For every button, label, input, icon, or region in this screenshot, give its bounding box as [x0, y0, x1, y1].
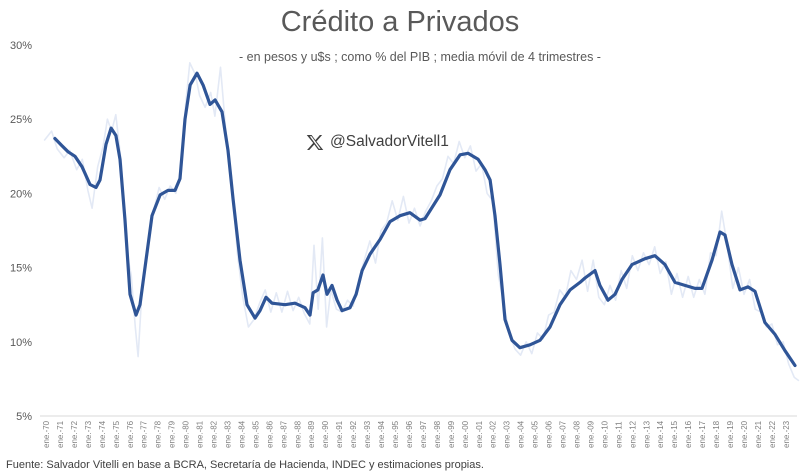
x-tick-label: ene.-99 [447, 420, 456, 448]
x-tick-label: ene.-22 [768, 420, 777, 448]
x-tick-label: ene.-72 [70, 420, 79, 448]
x-tick-label: ene.-79 [168, 420, 177, 448]
watermark: @SalvadorVitell1 [306, 133, 449, 151]
x-tick-label: ene.-71 [56, 420, 65, 448]
series-line-moving-average [53, 71, 797, 368]
x-tick-label: ene.-95 [391, 420, 400, 448]
series-line-quarterly [43, 61, 800, 382]
x-tick-label: ene.-81 [196, 420, 205, 448]
x-tick-label: ene.-85 [251, 420, 260, 448]
x-tick-label: ene.-84 [237, 420, 246, 448]
y-tick-label: 5% [16, 411, 32, 423]
x-tick-label: ene.-87 [279, 420, 288, 448]
x-tick-label: ene.-76 [126, 420, 135, 448]
x-tick-label: ene.-10 [600, 420, 609, 448]
x-tick-label: ene.-88 [293, 420, 302, 448]
x-tick-label: ene.-83 [223, 420, 232, 448]
watermark-handle: @SalvadorVitell1 [330, 133, 449, 150]
x-tick-label: ene.-20 [740, 420, 749, 448]
source-note: Fuente: Salvador Vitelli en base a BCRA,… [6, 459, 484, 471]
x-tick-label: ene.-73 [84, 420, 93, 448]
x-tick-label: ene.-12 [628, 420, 637, 448]
x-tick-label: ene.-92 [349, 420, 358, 448]
x-tick-label: ene.-97 [419, 420, 428, 448]
x-tick-label: ene.-01 [475, 420, 484, 448]
x-tick-label: ene.-89 [307, 420, 316, 448]
x-tick-label: ene.-77 [140, 420, 149, 448]
x-tick-label: ene.-82 [210, 420, 219, 448]
y-tick-label: 25% [10, 114, 32, 126]
x-tick-label: ene.-08 [572, 420, 581, 448]
x-tick-label: ene.-07 [559, 420, 568, 448]
x-tick-label: ene.-09 [586, 420, 595, 448]
chart-subtitle: - en pesos y u$s ; como % del PIB ; medi… [239, 50, 601, 64]
x-tick-label: ene.-04 [517, 420, 526, 448]
x-tick-label: ene.-03 [503, 420, 512, 448]
x-tick-label: ene.-74 [98, 420, 107, 448]
y-tick-label: 30% [10, 40, 32, 52]
y-tick-label: 15% [10, 263, 32, 275]
x-tick-label: ene.-13 [642, 420, 651, 448]
x-tick-label: ene.-78 [154, 420, 163, 448]
x-tick-label: ene.-90 [321, 420, 330, 448]
y-tick-label: 20% [10, 188, 32, 200]
x-logo-icon [306, 134, 324, 150]
x-tick-label: ene.-93 [363, 420, 372, 448]
x-tick-label: ene.-06 [545, 420, 554, 448]
x-tick-label: ene.-17 [698, 420, 707, 448]
x-tick-label: ene.-21 [754, 420, 763, 448]
y-tick-label: 10% [10, 337, 32, 349]
x-tick-label: ene.-70 [42, 420, 51, 448]
x-tick-label: ene.-91 [335, 420, 344, 448]
x-tick-label: ene.-86 [265, 420, 274, 448]
x-tick-label: ene.-98 [433, 420, 442, 448]
x-tick-label: ene.-16 [684, 420, 693, 448]
x-tick-label: ene.-15 [670, 420, 679, 448]
chart-title: Crédito a Privados [280, 6, 520, 38]
x-tick-label: ene.-02 [489, 420, 498, 448]
x-tick-label: ene.-00 [461, 420, 470, 448]
x-tick-label: ene.-80 [182, 420, 191, 448]
x-tick-label: ene.-94 [377, 420, 386, 448]
x-tick-label: ene.-14 [656, 420, 665, 448]
x-tick-label: ene.-75 [112, 420, 121, 448]
x-tick-label: ene.-11 [614, 421, 623, 448]
x-tick-label: ene.-23 [782, 420, 791, 448]
x-tick-label: ene.-96 [405, 420, 414, 448]
x-tick-label: ene.-05 [531, 420, 540, 448]
x-tick-label: ene.-18 [712, 420, 721, 448]
x-tick-label: ene.-19 [726, 420, 735, 448]
